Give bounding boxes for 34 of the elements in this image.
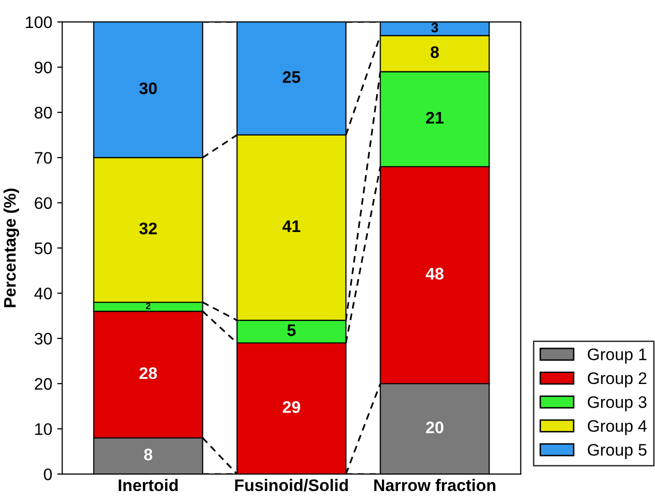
data-label: 2 — [146, 302, 150, 310]
data-label: 3 — [431, 22, 438, 32]
legend-label: Group 4 — [588, 420, 647, 436]
data-label: 30 — [139, 82, 157, 94]
data-label: 29 — [282, 401, 300, 413]
y-tick-label: 10 — [35, 423, 52, 436]
data-label: 21 — [426, 112, 444, 124]
data-label: 5 — [287, 324, 296, 336]
legend-label: Group 1 — [588, 348, 646, 364]
x-tick-label: Fusinoid/Solid — [235, 478, 348, 492]
y-tick-label: 60 — [34, 197, 52, 209]
y-tick-label: 20 — [34, 378, 52, 390]
data-label: 28 — [140, 367, 157, 380]
data-label: 41 — [282, 220, 300, 232]
data-label: 20 — [426, 422, 444, 434]
y-tick-label: 40 — [34, 288, 52, 300]
y-axis-title: Percentage (%) — [4, 188, 20, 308]
data-label: 25 — [282, 71, 300, 83]
y-tick-label: 90 — [34, 62, 52, 74]
legend-label: Group 3 — [588, 396, 646, 412]
legend-label: Group 5 — [588, 444, 646, 460]
y-tick-label: 30 — [34, 332, 52, 345]
data-label: 48 — [426, 268, 444, 280]
y-tick-label: 0 — [44, 468, 52, 480]
x-tick-label: Inertoid — [118, 478, 178, 492]
data-label: 8 — [430, 46, 439, 58]
x-tick-label: Narrow fraction — [374, 478, 496, 492]
y-tick-label: 100 — [26, 16, 52, 28]
data-label: 8 — [144, 448, 152, 460]
y-tick-label: 80 — [34, 106, 52, 119]
data-label: 32 — [139, 222, 157, 234]
y-tick-label: 50 — [34, 242, 52, 254]
y-tick-label: 70 — [34, 152, 52, 164]
legend-label: Group 2 — [588, 372, 646, 388]
